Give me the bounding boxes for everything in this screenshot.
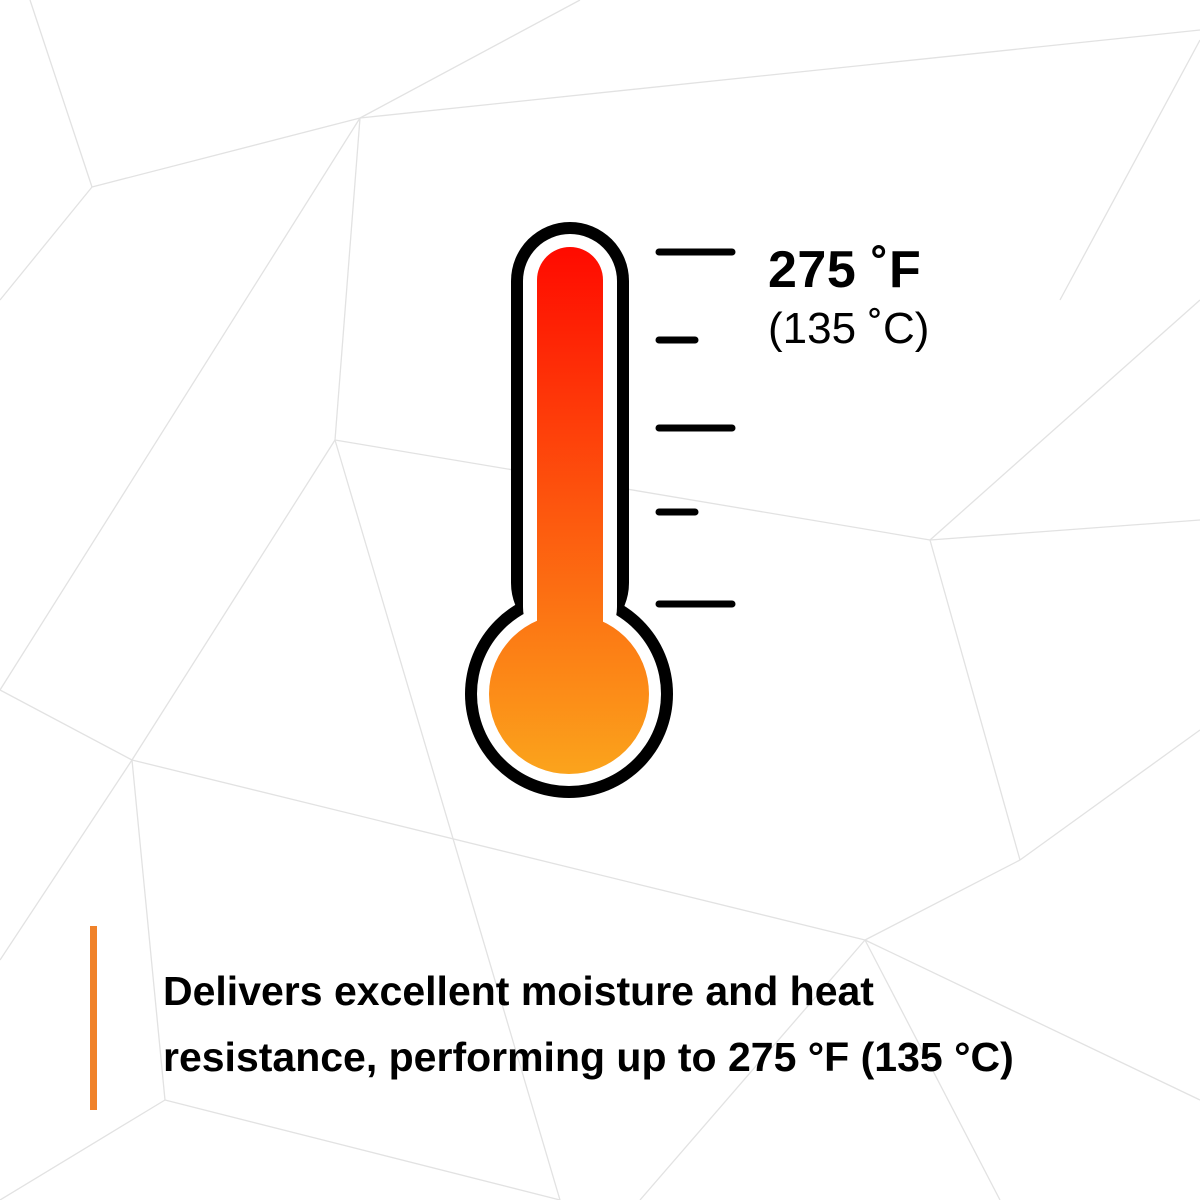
caption-line-2: resistance, performing up to 275 °F (135… (163, 1034, 1014, 1080)
thermometer-fill (489, 247, 649, 774)
caption-line-1: Delivers excellent moisture and heat (163, 968, 874, 1014)
temperature-fahrenheit: 275 ˚F (768, 241, 922, 299)
temperature-celsius: (135 ˚C) (768, 304, 930, 353)
accent-bar (90, 926, 97, 1110)
caption: Delivers excellent moisture and heat res… (163, 958, 1014, 1090)
thermometer-ticks (655, 248, 736, 608)
